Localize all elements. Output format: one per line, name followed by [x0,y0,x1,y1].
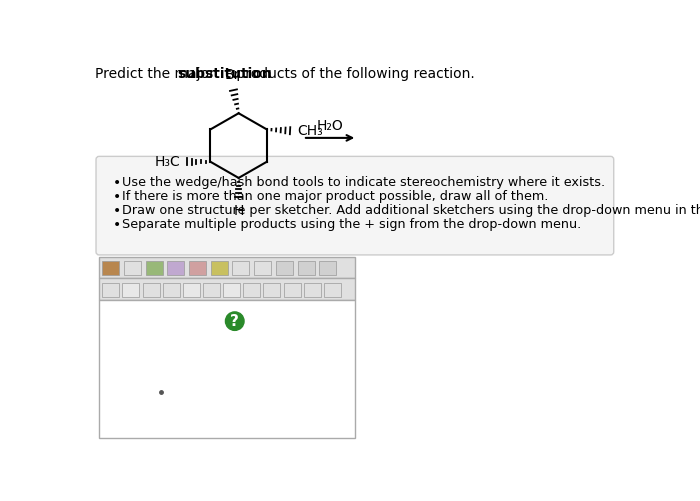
Bar [263,283,281,297]
Bar [122,283,139,297]
Text: •: • [113,190,121,204]
Bar [167,261,184,275]
Text: Predict the major: Predict the major [95,67,220,81]
Bar [276,261,293,275]
Bar [99,278,355,300]
Bar [189,261,206,275]
Text: If there is more than one major product possible, draw all of them.: If there is more than one major product … [122,190,549,203]
Bar [162,283,180,297]
Bar [298,261,314,275]
Text: H₂O: H₂O [316,119,344,132]
FancyBboxPatch shape [96,156,614,255]
Text: •: • [113,204,121,218]
Text: products of the following reaction.: products of the following reaction. [232,67,475,81]
Text: Use the wedge/hash bond tools to indicate stereochemistry where it exists.: Use the wedge/hash bond tools to indicat… [122,176,605,189]
Bar [254,261,271,275]
Text: Br: Br [225,68,240,82]
Bar [324,283,341,297]
Bar [124,261,141,275]
Bar [232,261,249,275]
Text: ?: ? [230,314,239,329]
Bar [223,283,240,297]
Bar [203,283,220,297]
Text: CH₃: CH₃ [297,124,323,138]
Bar [102,283,119,297]
Bar [319,261,336,275]
Text: •: • [113,218,121,232]
Bar [102,261,119,275]
Circle shape [225,312,244,330]
Bar [99,300,355,438]
Bar [99,257,355,278]
Bar [211,261,228,275]
Bar [244,283,260,297]
Bar [183,283,200,297]
Bar [146,261,162,275]
Text: H: H [233,204,244,218]
Text: •: • [113,176,121,190]
Text: substitution: substitution [177,67,272,81]
Text: Draw one structure per sketcher. Add additional sketchers using the drop-down me: Draw one structure per sketcher. Add add… [122,204,700,217]
Text: H₃C: H₃C [155,155,180,169]
Bar [284,283,300,297]
Bar [143,283,160,297]
Text: Separate multiple products using the + sign from the drop-down menu.: Separate multiple products using the + s… [122,218,582,231]
Bar [304,283,321,297]
